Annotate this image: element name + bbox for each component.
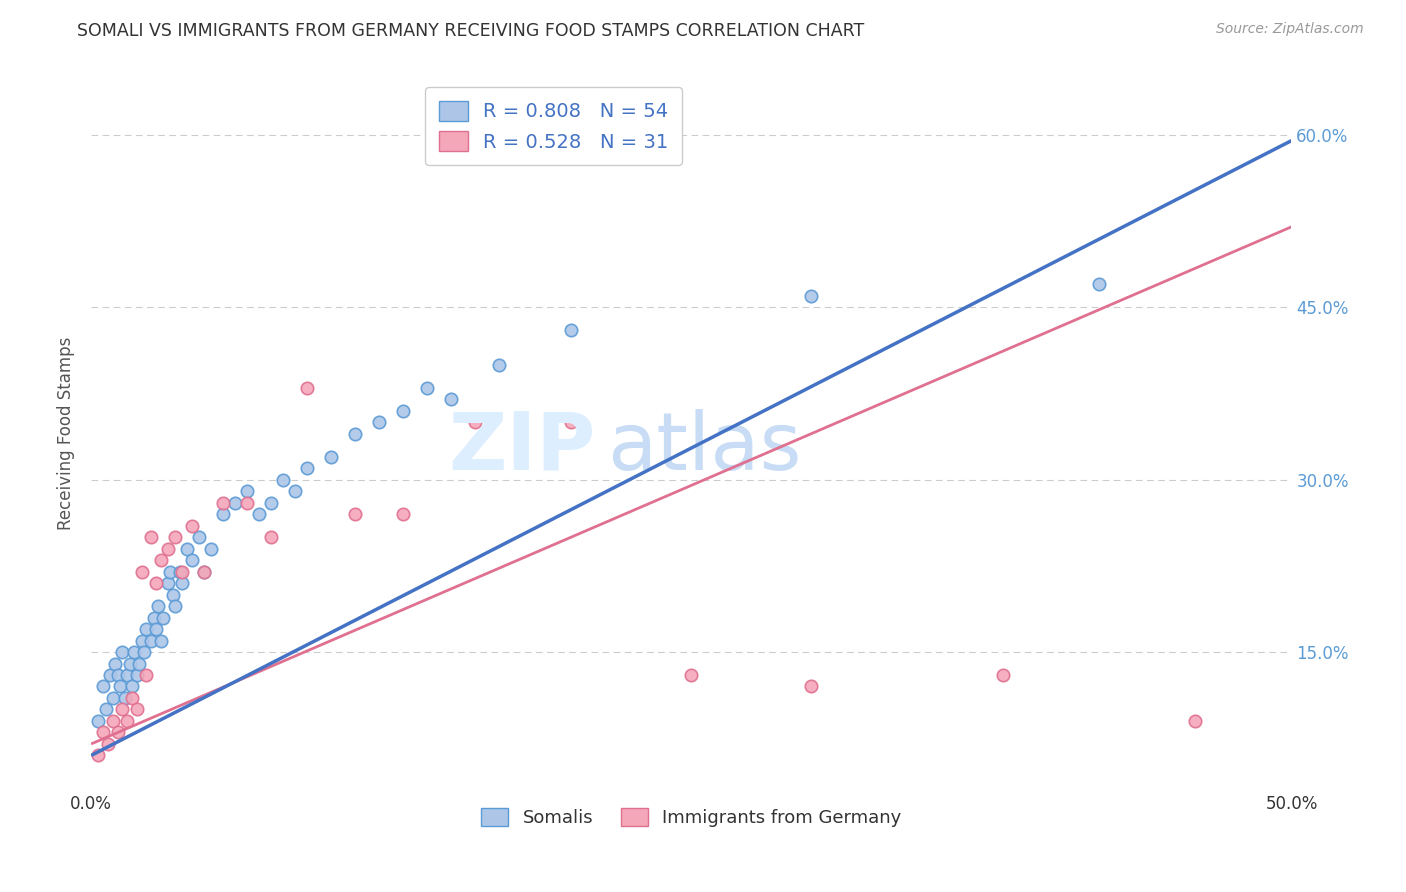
Point <box>344 426 367 441</box>
Point <box>392 403 415 417</box>
Point <box>101 714 124 728</box>
Point <box>131 565 153 579</box>
Point <box>97 737 120 751</box>
Point <box>141 633 163 648</box>
Point <box>368 415 391 429</box>
Point <box>260 530 283 544</box>
Point <box>236 484 259 499</box>
Point <box>145 622 167 636</box>
Point <box>260 495 283 509</box>
Point <box>1184 714 1206 728</box>
Point <box>284 484 307 499</box>
Point <box>128 657 150 671</box>
Point <box>118 657 141 671</box>
Point <box>295 461 318 475</box>
Point <box>125 668 148 682</box>
Point <box>188 530 211 544</box>
Point <box>416 381 439 395</box>
Point <box>212 495 235 509</box>
Legend: Somalis, Immigrants from Germany: Somalis, Immigrants from Germany <box>474 800 908 834</box>
Point <box>107 725 129 739</box>
Text: Source: ZipAtlas.com: Source: ZipAtlas.com <box>1216 22 1364 37</box>
Point <box>993 668 1015 682</box>
Point <box>560 323 582 337</box>
Point <box>156 576 179 591</box>
Point <box>149 633 172 648</box>
Point <box>141 530 163 544</box>
Point <box>125 702 148 716</box>
Point <box>172 565 194 579</box>
Point <box>681 668 703 682</box>
Point <box>115 668 138 682</box>
Point <box>145 576 167 591</box>
Point <box>236 495 259 509</box>
Point <box>247 507 270 521</box>
Point <box>121 690 143 705</box>
Point <box>212 507 235 521</box>
Point <box>104 657 127 671</box>
Y-axis label: Receiving Food Stamps: Receiving Food Stamps <box>58 337 75 531</box>
Point <box>111 702 134 716</box>
Point <box>169 565 191 579</box>
Point <box>200 541 222 556</box>
Point <box>159 565 181 579</box>
Point <box>295 381 318 395</box>
Text: ZIP: ZIP <box>449 409 595 487</box>
Point <box>800 289 823 303</box>
Point <box>172 576 194 591</box>
Point <box>91 725 114 739</box>
Point <box>464 415 486 429</box>
Point <box>560 415 582 429</box>
Text: atlas: atlas <box>607 409 801 487</box>
Point <box>108 680 131 694</box>
Point <box>440 392 463 407</box>
Point <box>392 507 415 521</box>
Point <box>94 702 117 716</box>
Point <box>181 553 204 567</box>
Point <box>162 588 184 602</box>
Point <box>176 541 198 556</box>
Point <box>321 450 343 464</box>
Point <box>132 645 155 659</box>
Point <box>124 645 146 659</box>
Point <box>135 622 157 636</box>
Point <box>224 495 246 509</box>
Point <box>87 714 110 728</box>
Point <box>135 668 157 682</box>
Point <box>165 599 187 613</box>
Point <box>800 680 823 694</box>
Point <box>1088 277 1111 292</box>
Point <box>148 599 170 613</box>
Point <box>165 530 187 544</box>
Point <box>131 633 153 648</box>
Point <box>271 473 294 487</box>
Point <box>344 507 367 521</box>
Point <box>152 610 174 624</box>
Text: SOMALI VS IMMIGRANTS FROM GERMANY RECEIVING FOOD STAMPS CORRELATION CHART: SOMALI VS IMMIGRANTS FROM GERMANY RECEIV… <box>77 22 865 40</box>
Point <box>149 553 172 567</box>
Point <box>193 565 215 579</box>
Point <box>142 610 165 624</box>
Point <box>115 714 138 728</box>
Point <box>111 645 134 659</box>
Point <box>101 690 124 705</box>
Point <box>87 748 110 763</box>
Point <box>121 680 143 694</box>
Point <box>181 518 204 533</box>
Point <box>193 565 215 579</box>
Point <box>98 668 121 682</box>
Point <box>107 668 129 682</box>
Point <box>114 690 136 705</box>
Point <box>488 358 510 372</box>
Point <box>91 680 114 694</box>
Point <box>156 541 179 556</box>
